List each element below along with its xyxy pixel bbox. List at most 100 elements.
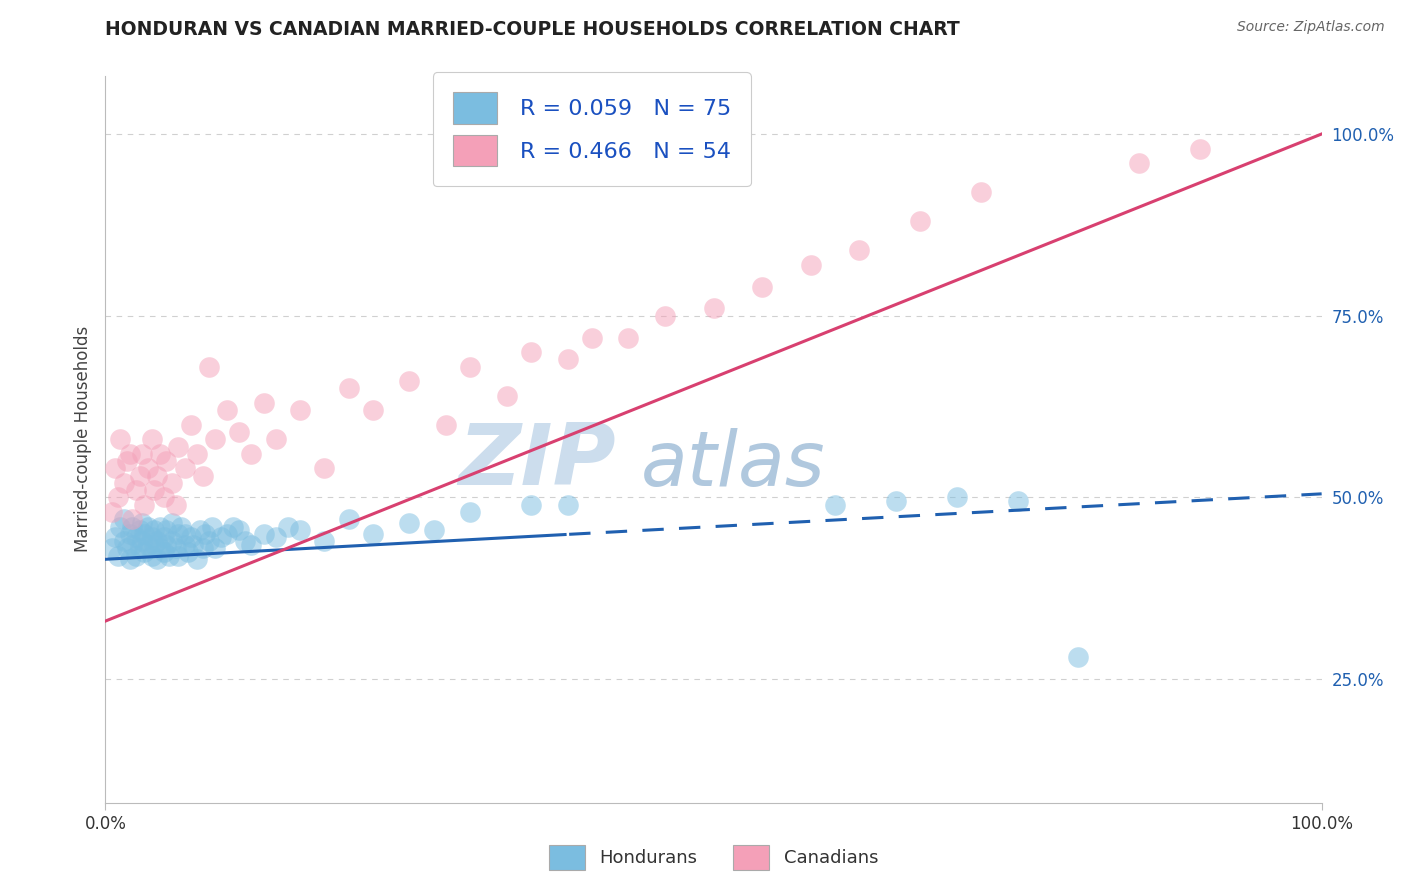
Point [1189,142,1212,156]
Point [104,461,127,475]
Point [100,541,122,556]
Point [112,512,135,526]
Point [198,534,221,549]
Point [112,475,135,490]
Point [143,538,166,552]
Point [143,523,166,537]
Point [361,526,384,541]
Point [155,538,177,552]
Point [910,214,932,228]
Point [581,330,603,344]
Point [398,516,420,530]
Point [121,512,143,526]
Point [100,505,122,519]
Point [1067,650,1090,665]
Point [155,523,177,537]
Point [217,403,239,417]
Point [117,541,139,556]
Point [188,523,211,537]
Point [157,549,180,563]
Point [201,519,224,533]
Point [264,531,287,545]
Point [141,549,163,563]
Point [173,461,195,475]
Point [149,519,172,533]
Point [557,352,579,367]
Point [191,541,214,556]
Point [495,389,517,403]
Point [121,519,143,533]
Point [125,483,148,498]
Point [314,461,336,475]
Point [121,538,143,552]
Point [128,541,150,556]
Point [240,538,263,552]
Legend: Hondurans, Canadians: Hondurans, Canadians [541,838,886,878]
Point [264,433,287,447]
Point [252,396,274,410]
Point [520,498,543,512]
Point [423,523,446,537]
Point [162,516,184,530]
Point [1007,494,1029,508]
Y-axis label: Married-couple Households: Married-couple Households [73,326,91,552]
Point [314,534,336,549]
Point [337,381,360,395]
Text: HONDURAN VS CANADIAN MARRIED-COUPLE HOUSEHOLDS CORRELATION CHART: HONDURAN VS CANADIAN MARRIED-COUPLE HOUS… [105,20,960,38]
Point [125,531,148,545]
Point [654,309,676,323]
Point [884,494,907,508]
Point [118,447,141,461]
Point [800,258,823,272]
Point [252,526,274,541]
Point [191,468,214,483]
Point [107,549,129,563]
Point [170,519,193,533]
Point [228,523,250,537]
Point [233,534,256,549]
Point [186,447,208,461]
Point [118,552,141,566]
Point [458,505,481,519]
Point [141,531,163,545]
Point [141,433,163,447]
Point [180,531,202,545]
Point [128,523,150,537]
Point [222,519,245,533]
Point [165,498,187,512]
Point [136,519,159,533]
Point [125,549,148,563]
Point [153,531,176,545]
Point [702,301,725,316]
Point [167,549,190,563]
Point [136,538,159,552]
Point [194,526,217,541]
Text: ZIP: ZIP [458,419,616,502]
Point [173,526,195,541]
Point [240,447,263,461]
Point [118,526,141,541]
Point [1128,156,1150,170]
Point [824,498,846,512]
Point [136,461,159,475]
Point [131,516,153,530]
Point [149,447,172,461]
Point [186,552,208,566]
Point [145,468,167,483]
Point [162,475,184,490]
Point [848,244,870,258]
Point [165,541,187,556]
Point [277,519,299,533]
Point [134,526,156,541]
Text: Source: ZipAtlas.com: Source: ZipAtlas.com [1237,20,1385,34]
Point [162,534,184,549]
Point [751,279,773,293]
Point [155,454,177,468]
Point [108,519,131,533]
Point [520,345,543,359]
Point [153,545,176,559]
Point [337,512,360,526]
Point [617,330,640,344]
Point [153,491,176,505]
Point [458,359,481,374]
